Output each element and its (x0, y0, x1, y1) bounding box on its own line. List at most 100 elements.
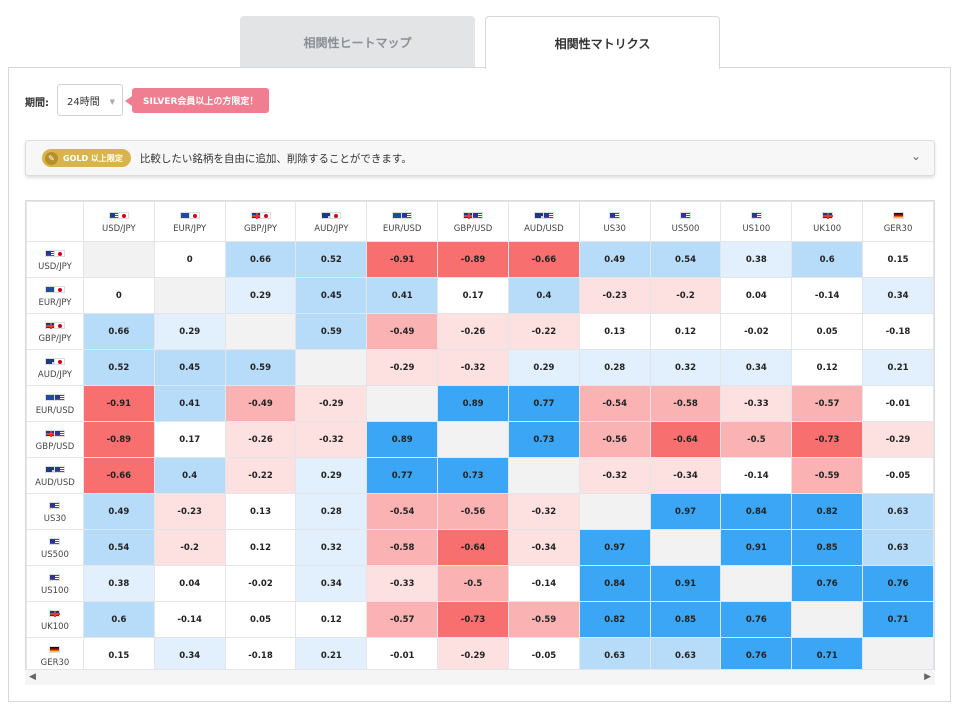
flag-group (155, 210, 225, 221)
flag-usd-icon (53, 465, 65, 473)
correlation-cell: 0.38 (720, 241, 793, 278)
column-header-label: UK100 (813, 223, 842, 234)
correlation-cell: -0.2 (153, 529, 226, 566)
correlation-cell (153, 277, 226, 314)
correlation-cell: 0.15 (82, 637, 155, 674)
correlation-cell: 0.85 (791, 529, 864, 566)
row-header: EUR/JPY (26, 277, 84, 314)
correlation-cell: 0.21 (862, 349, 934, 386)
correlation-cell: 0.17 (437, 277, 509, 314)
gold-feature-bar[interactable]: ✎ GOLD 以上限定 比較したい銘柄を自由に追加、削除することができます。 ⌄ (25, 140, 935, 176)
flag-group (27, 428, 83, 439)
correlation-cell: 0.41 (153, 385, 226, 422)
row-header: AUD/USD (26, 457, 84, 494)
correlation-cell: 0.28 (295, 493, 368, 530)
correlation-cell: 0.6 (791, 241, 864, 278)
correlation-cell: 0.84 (720, 493, 793, 530)
correlation-cell: -0.49 (224, 385, 297, 422)
correlation-cell: -0.59 (791, 457, 864, 494)
tab-matrix[interactable]: 相関性マトリクス (485, 16, 720, 69)
flag-usd-icon (49, 573, 61, 581)
correlation-cell: 0.29 (224, 277, 297, 314)
tab-heatmap[interactable]: 相関性ヒートマップ (240, 16, 475, 68)
correlation-cell: 0.54 (649, 241, 722, 278)
correlation-cell: -0.02 (720, 313, 793, 350)
period-select[interactable]: 24時間 ▼ (57, 84, 123, 116)
correlation-cell (649, 529, 722, 566)
correlation-cell: 0.05 (791, 313, 864, 350)
correlation-cell: -0.91 (366, 241, 439, 278)
row-header: US500 (26, 529, 84, 566)
horizontal-scrollbar[interactable]: ◀ ▶ (25, 669, 935, 685)
matrix-row: EUR/USD -0.91 0.41 -0.49 -0.29 0.89 0.77 -0.54-… (26, 385, 934, 422)
chevron-down-icon: ▼ (109, 98, 115, 106)
row-header: USD/JPY (26, 241, 84, 278)
flag-jpy-icon (117, 211, 129, 219)
correlation-cell: 0.13 (224, 493, 297, 530)
column-header-label: US100 (742, 223, 771, 234)
flag-group (509, 210, 579, 221)
row-header-label: EUR/JPY (38, 297, 72, 308)
correlation-cell: -0.18 (224, 637, 297, 674)
column-header: US500 (649, 201, 722, 242)
correlation-cell: -0.23 (578, 277, 651, 314)
correlation-cell: -0.33 (720, 385, 793, 422)
correlation-cell: 0.12 (295, 601, 368, 638)
flag-group (27, 464, 83, 475)
gold-badge: ✎ GOLD 以上限定 (42, 149, 131, 167)
scroll-left-arrow-icon[interactable]: ◀ (29, 672, 36, 682)
correlation-cell: -0.22 (507, 313, 580, 350)
correlation-cell (720, 565, 793, 602)
row-header: US30 (26, 493, 84, 530)
correlation-cell: 0.12 (791, 349, 864, 386)
flag-usd-icon (53, 393, 65, 401)
row-header: EUR/USD (26, 385, 84, 422)
chevron-down-icon[interactable]: ⌄ (910, 149, 921, 163)
correlation-cell: 0.05 (224, 601, 297, 638)
correlation-cell: -0.57 (791, 385, 864, 422)
correlation-cell: 0.4 (153, 457, 226, 494)
correlation-cell: 0.34 (295, 565, 368, 602)
correlation-cell: -0.64 (649, 421, 722, 458)
correlation-cell: 0.89 (437, 385, 509, 422)
correlation-cell: 0.63 (862, 529, 934, 566)
correlation-cell: 0.84 (578, 565, 651, 602)
correlation-cell: 0.45 (295, 277, 368, 314)
correlation-cell: 0.17 (153, 421, 226, 458)
flag-usd-icon (750, 211, 762, 219)
correlation-cell: 0.77 (507, 385, 580, 422)
correlation-cell: 0.29 (507, 349, 580, 386)
flag-usd-icon (49, 537, 61, 545)
matrix-row: GER30 0.15 0.34 -0.18 0.21 -0.01 -0.29 -0.05 0.6… (26, 637, 934, 674)
correlation-cell: 0.49 (578, 241, 651, 278)
correlation-cell: -0.73 (791, 421, 864, 458)
correlation-cell: 0.63 (578, 637, 651, 674)
correlation-cell (366, 385, 439, 422)
correlation-cell: -0.23 (153, 493, 226, 530)
matrix-row: US30 0.49 -0.23 0.13 0.28 -0.54 -0.56 -0.32 0.97… (26, 493, 934, 530)
correlation-cell (578, 493, 651, 530)
correlation-cell: -0.22 (224, 457, 297, 494)
correlation-cell: -0.57 (366, 601, 439, 638)
flag-group (27, 572, 83, 583)
correlation-cell: 0 (153, 241, 226, 278)
correlation-cell: -0.26 (224, 421, 297, 458)
row-header: GBP/JPY (26, 313, 84, 350)
correlation-cell: -0.89 (82, 421, 155, 458)
scroll-right-arrow-icon[interactable]: ▶ (924, 672, 931, 682)
flag-group (27, 320, 83, 331)
correlation-cell: 0.73 (507, 421, 580, 458)
correlation-cell: 0.49 (82, 493, 155, 530)
correlation-cell: 0.71 (791, 637, 864, 674)
correlation-cell: 0.29 (153, 313, 226, 350)
correlation-cell: 0.85 (649, 601, 722, 638)
row-header-label: AUD/USD (35, 477, 75, 488)
column-header: EUR/JPY (153, 201, 226, 242)
correlation-cell: 0.12 (224, 529, 297, 566)
correlation-cell: -0.56 (578, 421, 651, 458)
row-header-label: AUD/JPY (37, 369, 72, 380)
correlation-cell: 0.38 (82, 565, 155, 602)
correlation-cell: -0.54 (578, 385, 651, 422)
flag-gbp-icon (49, 609, 61, 617)
correlation-cell: -0.91 (82, 385, 155, 422)
